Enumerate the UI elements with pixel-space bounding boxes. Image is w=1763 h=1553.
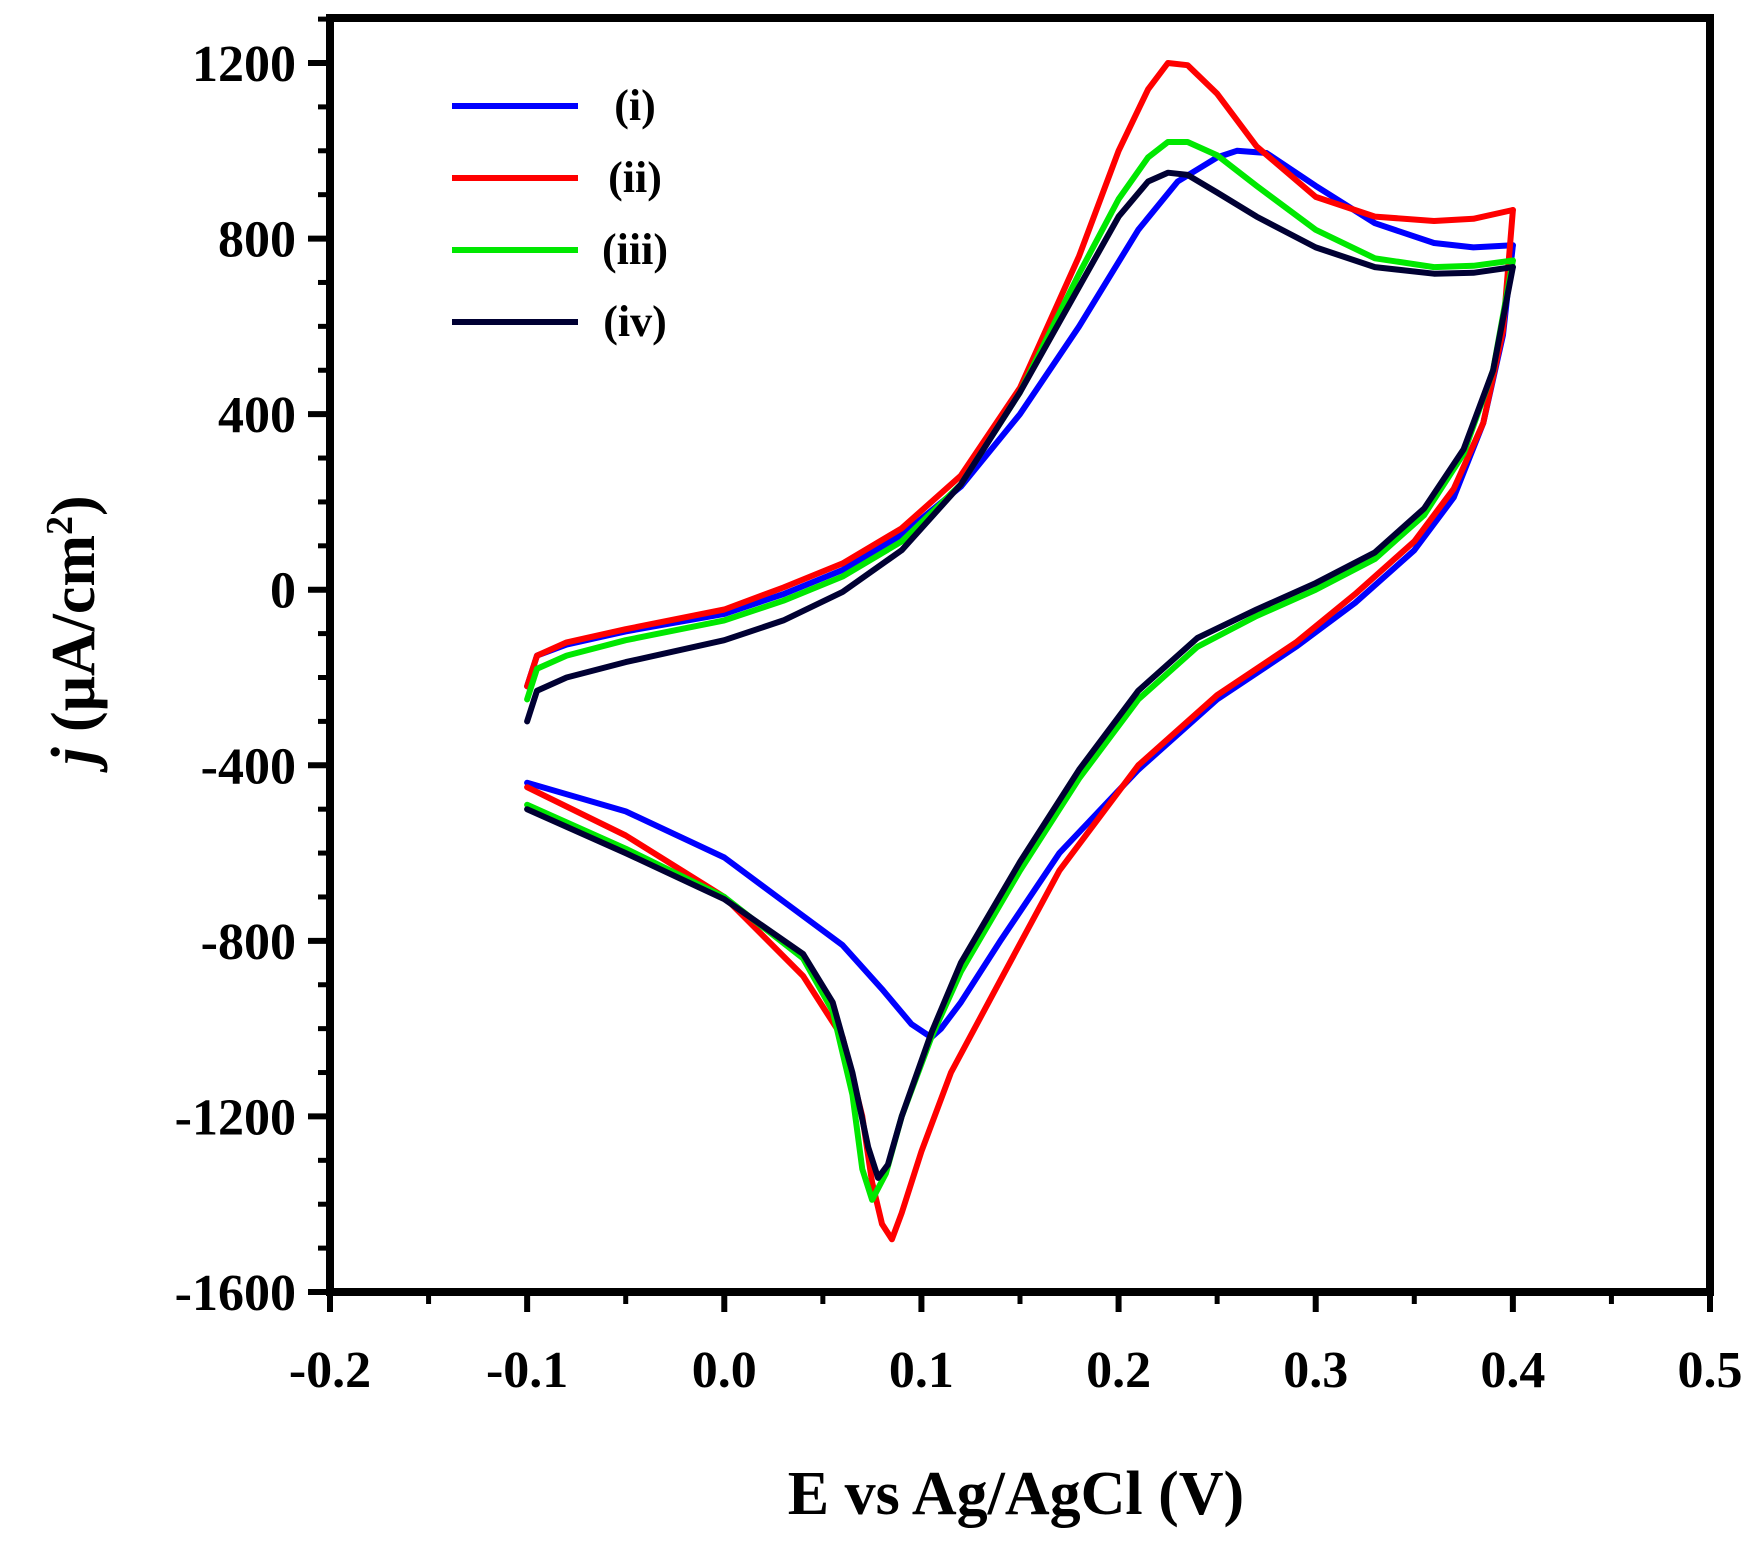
series-layer xyxy=(524,60,1516,1243)
x-tick-label: 0.5 xyxy=(1678,1342,1743,1399)
legend: (i) (ii) (iii) (iv) xyxy=(452,81,668,346)
x-tick-label: -0.1 xyxy=(486,1342,568,1399)
y-tick-label: -400 xyxy=(201,738,296,795)
series-4-anodic-line xyxy=(524,169,1516,725)
legend-label-3: (iii) xyxy=(602,225,668,274)
legend-label-2: (ii) xyxy=(608,153,662,202)
series-1-anodic-line xyxy=(524,147,1516,690)
y-axis-title-italic: j xyxy=(40,747,108,774)
legend-label-4: (iv) xyxy=(603,297,667,346)
legend-label-1: (i) xyxy=(614,81,656,130)
x-tick-label: 0.2 xyxy=(1086,1342,1151,1399)
series-1 xyxy=(524,147,1516,1041)
y-tick-label: 400 xyxy=(218,387,296,444)
series-2 xyxy=(524,60,1516,1243)
x-tick-label: 0.4 xyxy=(1480,1342,1545,1399)
series-4-cathodic-line xyxy=(524,264,1516,1181)
y-tick-label: 800 xyxy=(218,212,296,269)
series-2-anodic-line xyxy=(524,60,1516,690)
x-axis-title: E vs Ag/AgCl (V) xyxy=(788,1460,1244,1528)
series-3-anodic-line xyxy=(524,139,1516,703)
y-tick-label: 0 xyxy=(270,563,296,620)
series-4 xyxy=(524,169,1516,1181)
y-axis-title-units: (μA/cm xyxy=(40,535,108,747)
y-axis-title: j (μA/cm2) xyxy=(39,495,108,773)
x-tick-label: 0.0 xyxy=(692,1342,757,1399)
y-axis-title-superscript: 2 xyxy=(39,516,81,535)
y-tick-label: -1600 xyxy=(175,1265,296,1322)
series-1-cathodic-line xyxy=(524,242,1516,1041)
tick-layer: -0.2 -0.1 0.0 0.1 0.2 0.3 0.4 0.5 -1600 -1200 -800… xyxy=(175,16,1743,1399)
series-2-cathodic-line xyxy=(524,207,1516,1243)
y-tick-label: -800 xyxy=(201,914,296,971)
y-tick-label: -1200 xyxy=(175,1089,296,1146)
series-3-cathodic-line xyxy=(524,257,1516,1203)
x-tick-label: 0.1 xyxy=(889,1342,954,1399)
x-tick-label: -0.2 xyxy=(289,1342,371,1399)
series-3 xyxy=(524,139,1516,1203)
x-tick-label: 0.3 xyxy=(1283,1342,1348,1399)
y-axis-title-close: ) xyxy=(40,495,108,516)
y-tick-label: 1200 xyxy=(192,36,296,93)
